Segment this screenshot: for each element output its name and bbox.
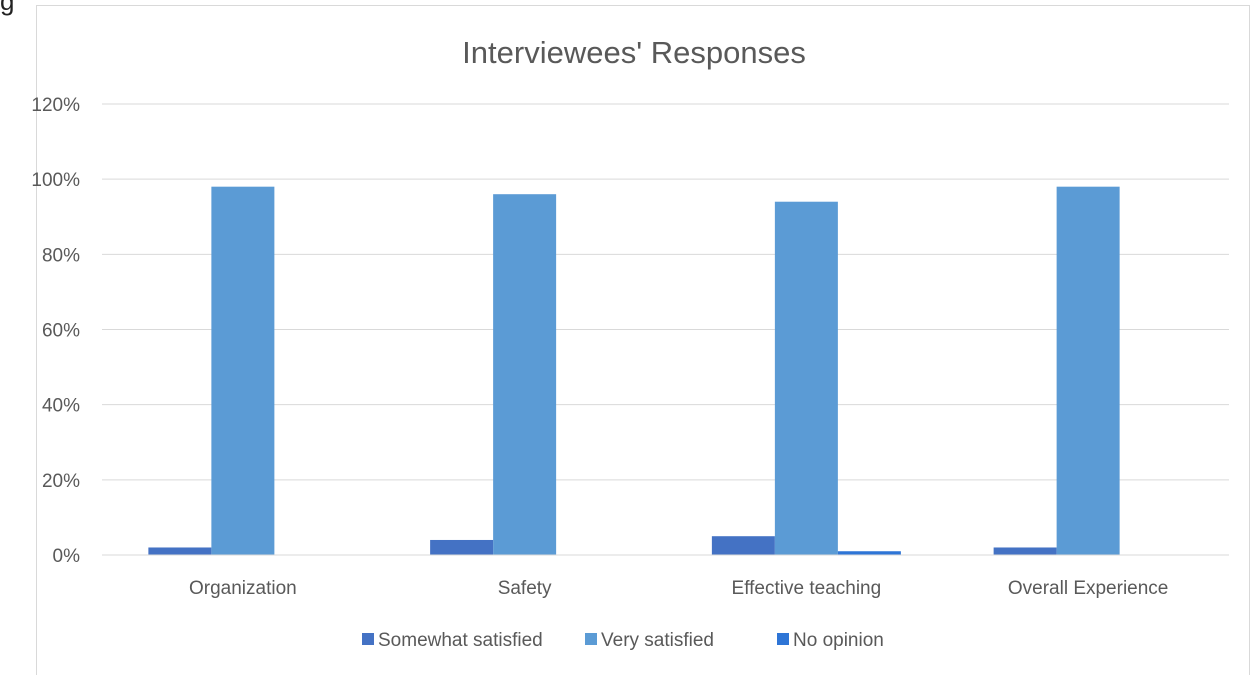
bar-very-satisfied <box>493 194 557 555</box>
legend: Somewhat satisfied Very satisfied No opini… <box>362 630 884 651</box>
bars <box>102 186 1229 556</box>
bar-somewhat-satisfied <box>993 547 1057 555</box>
y-tick-label: 80% <box>42 245 80 266</box>
legend-swatch <box>362 633 374 645</box>
stray-character: g <box>0 0 15 16</box>
y-tick-label: 40% <box>42 396 80 417</box>
legend-swatch <box>777 633 789 645</box>
y-tick-label: 20% <box>42 471 80 492</box>
y-tick-label: 60% <box>42 321 80 342</box>
y-tick-label: 120% <box>31 95 80 116</box>
legend-swatch <box>585 633 597 645</box>
legend-label: Somewhat satisfied <box>378 630 543 651</box>
bar-very-satisfied <box>1056 186 1120 555</box>
x-category-label: Safety <box>498 578 552 599</box>
bar-very-satisfied <box>211 186 275 555</box>
y-tick-label: 100% <box>31 170 80 191</box>
x-category-label: Overall Experience <box>1008 578 1169 599</box>
bar-somewhat-satisfied <box>430 539 494 555</box>
y-axis-ticks: 0% 20% 40% 60% 80% 100% 120% <box>31 95 80 567</box>
y-tick-label: 0% <box>53 546 81 567</box>
x-axis-categories: Organization Safety Effective teaching Over… <box>189 578 1168 599</box>
chart-frame <box>36 5 1250 675</box>
legend-label: Very satisfied <box>601 630 714 651</box>
chart-title: Interviewees' Responses <box>462 35 806 70</box>
legend-label: No opinion <box>793 630 884 651</box>
bar-somewhat-satisfied <box>711 536 775 555</box>
bar-very-satisfied <box>774 201 838 555</box>
x-category-label: Effective teaching <box>732 578 882 599</box>
x-category-label: Organization <box>189 578 297 599</box>
bar-no-opinion <box>837 551 901 555</box>
bar-somewhat-satisfied <box>148 547 212 555</box>
